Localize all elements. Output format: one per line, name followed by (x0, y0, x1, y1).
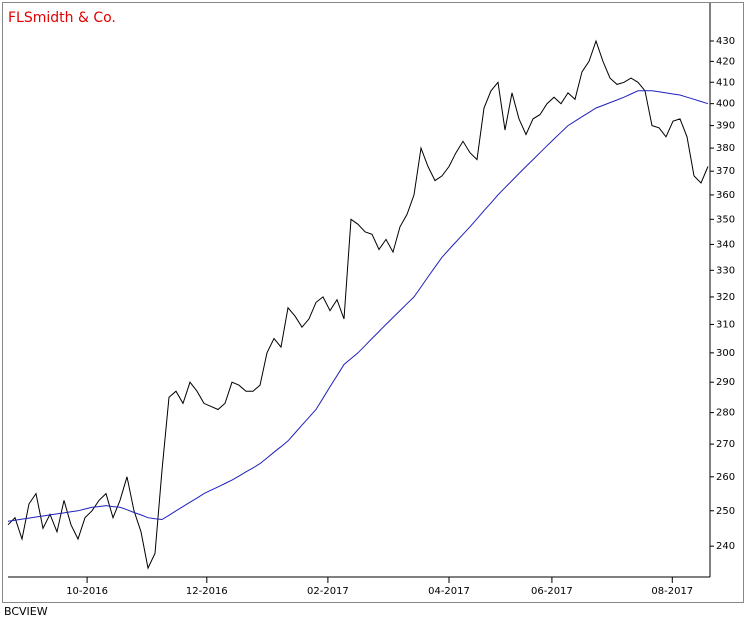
y-tick-label: 350 (716, 214, 735, 225)
y-tick-label: 390 (716, 121, 735, 132)
x-tick-label: 04-2017 (428, 586, 470, 597)
x-tick-label: 08-2017 (651, 586, 693, 597)
y-tick-label: 380 (716, 143, 735, 154)
y-tick-label: 310 (716, 319, 735, 330)
y-tick-label: 270 (716, 439, 735, 450)
y-tick-label: 410 (716, 77, 735, 88)
price-line (7, 39, 709, 570)
x-tick-label: 10-2016 (66, 586, 108, 597)
y-tick-label: 250 (716, 506, 735, 517)
frame (2, 2, 744, 603)
y-tick-label: 280 (716, 408, 735, 419)
x-tick-label: 02-2017 (307, 586, 349, 597)
y-tick-label: 430 (716, 36, 735, 47)
x-tick-label: 12-2016 (186, 586, 228, 597)
y-tick-label: 340 (716, 239, 735, 250)
price-line (7, 90, 709, 522)
y-tick-label: 330 (716, 265, 735, 276)
y-tick-label: 300 (716, 348, 735, 359)
y-tick-label: 400 (716, 99, 735, 110)
y-tick-label: 260 (716, 472, 735, 483)
source: BCVIEW (4, 605, 48, 618)
x-tick-label: 06-2017 (531, 586, 573, 597)
y-tick-label: 240 (716, 541, 735, 552)
y-tick-label: 370 (716, 166, 735, 177)
chart-title: FLSmidth & Co. (8, 10, 116, 26)
y-tick-label: 360 (716, 190, 735, 201)
y-tick-label: 290 (716, 377, 735, 388)
y-tick-label: 320 (716, 292, 735, 303)
y-tick-label: 420 (716, 56, 735, 67)
